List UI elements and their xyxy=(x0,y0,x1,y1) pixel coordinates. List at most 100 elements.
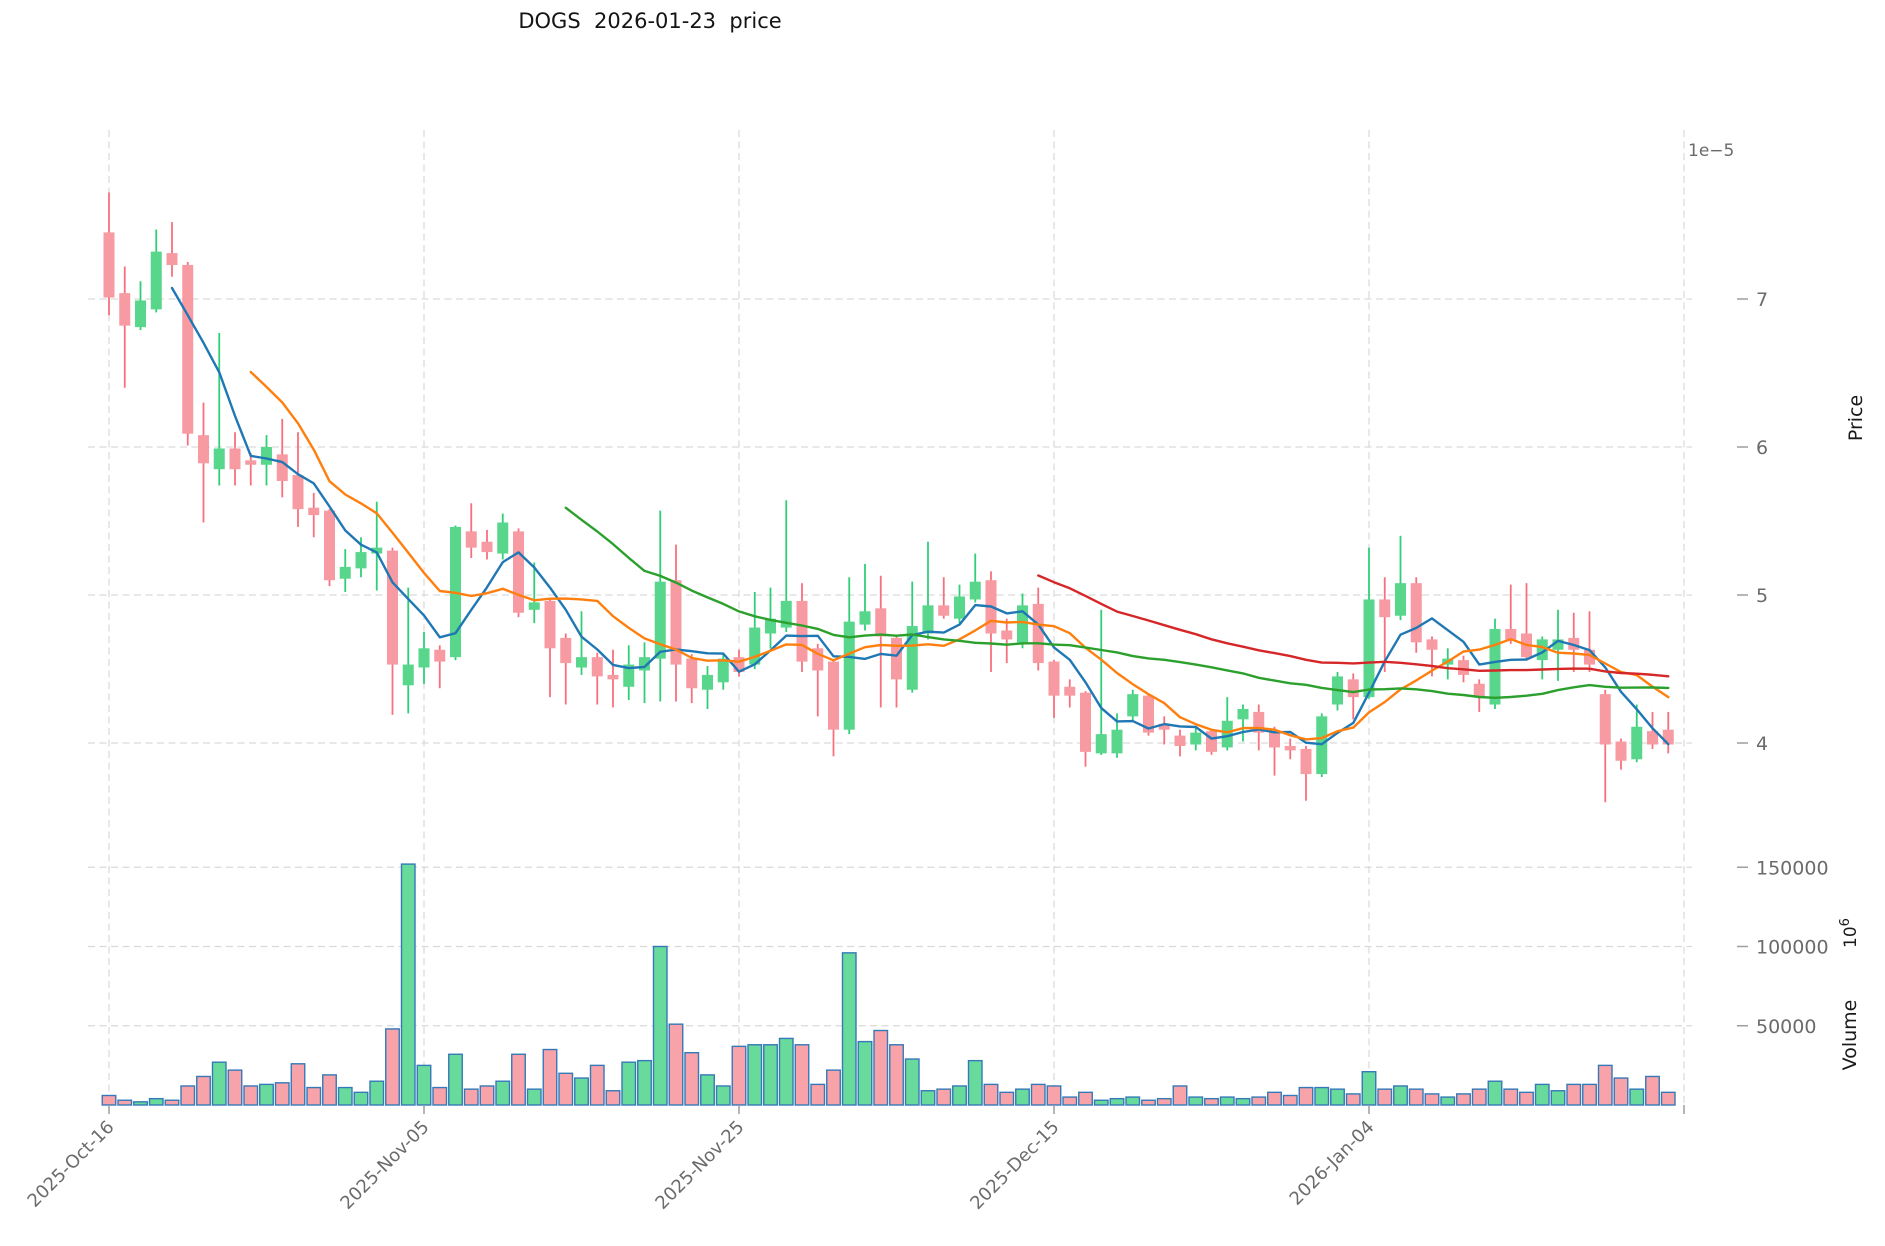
volume-bar-up xyxy=(1109,1097,1125,1106)
date-tick-label: 2025-Dec-15 xyxy=(966,1117,1063,1214)
volume-bar-down xyxy=(542,1048,558,1106)
ma-line-5 xyxy=(170,286,1670,746)
candle-body-down xyxy=(733,657,745,672)
candle-body-up xyxy=(150,251,162,310)
candle-body-up xyxy=(135,300,146,328)
volume-bar-up xyxy=(259,1083,274,1106)
candle-body-up xyxy=(1536,639,1548,661)
volume-bar-up xyxy=(841,952,857,1106)
volume-bar-down xyxy=(684,1051,700,1106)
volume-bar-up xyxy=(637,1059,652,1106)
candle-body-down xyxy=(1505,629,1517,640)
volume-bar-up xyxy=(211,1061,227,1106)
price-tick-label: 7 xyxy=(1756,289,1768,311)
candle-body-up xyxy=(922,605,934,634)
volume-bar-up xyxy=(353,1091,369,1106)
candle-body-up xyxy=(1095,734,1107,754)
volume-bar-down xyxy=(1204,1097,1219,1106)
candle-body-down xyxy=(182,264,194,434)
volume-bar-down xyxy=(794,1044,810,1106)
volume-bar-up xyxy=(1361,1071,1377,1106)
volume-bars-layer xyxy=(101,863,1676,1106)
volume-bar-down xyxy=(731,1045,747,1106)
volume-bar-down xyxy=(1456,1093,1471,1106)
ma-line-60 xyxy=(1037,574,1670,678)
volume-bar-down xyxy=(385,1028,400,1106)
candle-body-down xyxy=(229,448,241,470)
volume-bar-up xyxy=(952,1085,967,1106)
candle-body-down xyxy=(670,580,682,665)
volume-bar-up xyxy=(652,945,668,1106)
candle-body-up xyxy=(1017,605,1028,643)
candle-body-up xyxy=(702,674,713,690)
volume-bar-up xyxy=(1534,1083,1550,1106)
volume-bar-down xyxy=(1660,1091,1676,1106)
volume-bar-up xyxy=(574,1077,589,1106)
volume-bar-down xyxy=(1645,1075,1660,1106)
candle-body-down xyxy=(1174,735,1186,746)
volume-bar-down xyxy=(274,1082,290,1106)
price-axis-label: Price xyxy=(1845,395,1867,441)
volume-bar-down xyxy=(227,1069,243,1106)
volume-bar-up xyxy=(369,1080,385,1106)
candle-body-up xyxy=(859,611,871,625)
candle-body-down xyxy=(465,531,477,548)
volume-bar-up xyxy=(148,1097,164,1106)
volume-bar-up xyxy=(621,1061,637,1106)
candle-body-down xyxy=(1647,731,1658,745)
candle-body-up xyxy=(576,657,587,668)
candle-body-down xyxy=(560,637,572,664)
candle-body-up xyxy=(749,627,761,665)
candle-body-down xyxy=(1300,748,1312,775)
candle-body-down xyxy=(796,600,808,662)
candle-body-down xyxy=(481,541,493,553)
candle-body-down xyxy=(891,637,902,680)
candle-body-down xyxy=(1584,649,1595,665)
candle-body-down xyxy=(1143,695,1154,733)
volume-bar-down xyxy=(1566,1083,1582,1106)
volume-bar-up xyxy=(133,1101,148,1106)
candle-body-down xyxy=(119,293,131,326)
candle-body-up xyxy=(1190,732,1202,745)
volume-bar-down xyxy=(1298,1086,1314,1106)
volume-bar-down xyxy=(999,1091,1015,1106)
volume-bar-up xyxy=(1188,1096,1204,1106)
volume-bar-down xyxy=(668,1023,684,1106)
candle-body-up xyxy=(1127,694,1139,717)
volume-bar-down xyxy=(463,1088,479,1106)
volume-bar-down xyxy=(1046,1085,1062,1106)
volume-bar-down xyxy=(1613,1077,1629,1106)
date-tick-label: 2025-Oct-16 xyxy=(24,1117,119,1212)
volume-bar-down xyxy=(1345,1093,1361,1106)
volume-bar-down xyxy=(1424,1093,1440,1106)
candle-body-down xyxy=(276,454,288,482)
volume-bar-down xyxy=(479,1085,495,1106)
candle-body-down xyxy=(1458,660,1469,675)
candle-body-up xyxy=(654,581,666,659)
volume-bar-up xyxy=(715,1085,731,1106)
candle-body-down xyxy=(1032,603,1044,664)
candle-body-up xyxy=(261,447,272,465)
candle-body-down xyxy=(1599,694,1611,745)
price-tick-label: 5 xyxy=(1756,585,1768,607)
volume-exp-superscript: 6 xyxy=(1838,918,1853,926)
volume-bar-up xyxy=(1550,1090,1566,1106)
candle-body-down xyxy=(828,661,839,730)
volume-bar-down xyxy=(180,1085,196,1106)
candle-body-up xyxy=(843,621,855,730)
volume-bar-down xyxy=(826,1069,841,1106)
candle-body-down xyxy=(591,657,603,677)
candle-body-up xyxy=(954,596,965,619)
candle-body-down xyxy=(875,608,887,637)
volume-bar-down xyxy=(1141,1099,1156,1106)
candle-body-down xyxy=(1048,661,1060,696)
candle-body-down xyxy=(198,435,209,464)
chart-title: DOGS 2026-01-23 price xyxy=(518,9,781,33)
volume-bar-down xyxy=(1471,1088,1487,1106)
volume-bar-up xyxy=(778,1037,794,1106)
candle-body-up xyxy=(418,648,430,668)
candle-body-up xyxy=(639,657,650,671)
volume-axis-exponent-label: 106 xyxy=(1838,918,1861,948)
candle-body-down xyxy=(1253,711,1265,733)
